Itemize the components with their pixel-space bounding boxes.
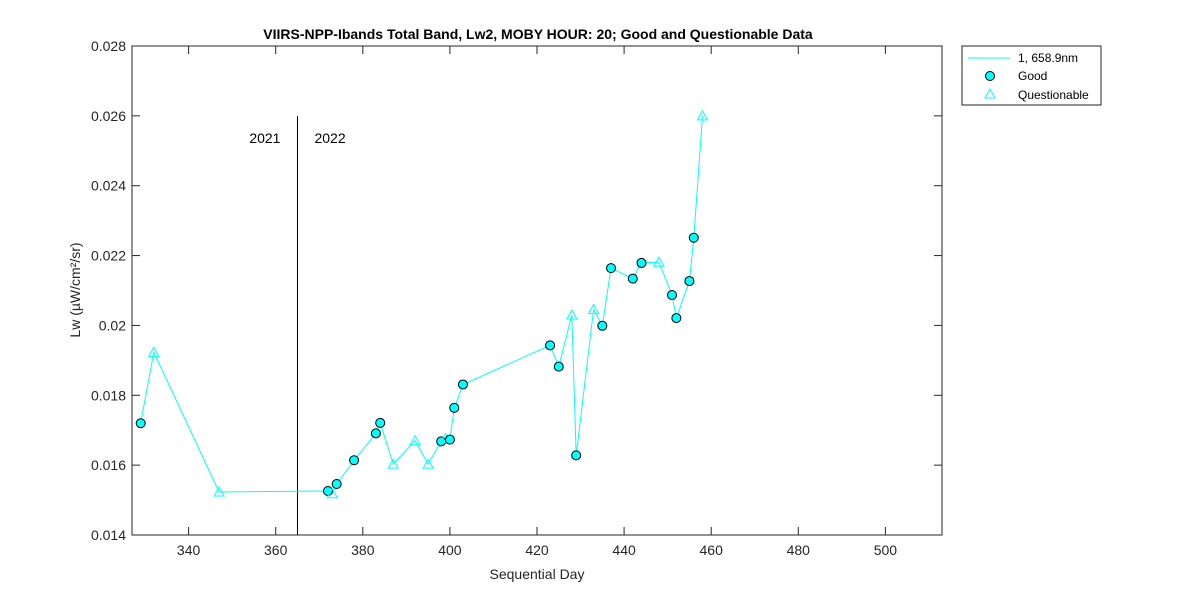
good-data-point — [667, 290, 677, 301]
good-data-point — [627, 273, 638, 284]
good-data-point — [597, 320, 608, 331]
x-tick-label: 420 — [525, 542, 549, 558]
x-tick-label: 380 — [351, 542, 375, 558]
good-data-point — [135, 418, 146, 429]
good-data-point — [349, 455, 360, 466]
x-tick-label: 400 — [438, 542, 462, 558]
good-data-point — [370, 428, 381, 439]
y-tick-label: 0.02 — [99, 317, 126, 333]
y-axis-ticks: 0.014 0.016 0.018 0.02 0.022 0.024 0.026 0.028 — [91, 38, 942, 543]
y-tick-label: 0.026 — [91, 108, 126, 124]
year-label-2021: 2021 — [249, 130, 280, 146]
good-data-point — [571, 450, 582, 461]
y-tick-label: 0.028 — [91, 38, 126, 54]
x-tick-label: 440 — [612, 542, 636, 558]
legend-label-questionable: Questionable — [1018, 88, 1089, 102]
legend: 1, 658.9nm Good Questionable — [961, 45, 1102, 106]
x-axis-ticks: 340 360 380 400 420 440 460 480 500 — [177, 46, 897, 558]
questionable-data-point — [422, 458, 434, 469]
questionable-data-point — [653, 256, 665, 267]
y-axis-label: Lw (µW/cm²/sr) — [67, 242, 83, 337]
questionable-data-point — [147, 346, 160, 357]
x-tick-label: 460 — [700, 542, 724, 558]
x-tick-label: 340 — [177, 542, 201, 558]
plot-area — [131, 45, 943, 536]
questionable-data-point — [326, 487, 339, 499]
legend-box — [961, 45, 1102, 106]
good-data-point — [444, 434, 455, 445]
good-data-point — [606, 263, 617, 274]
good-data-point — [636, 257, 647, 268]
good-data-point — [457, 379, 468, 390]
good-data-point — [688, 232, 699, 243]
x-tick-label: 480 — [787, 542, 811, 558]
questionable-data-point — [587, 303, 600, 314]
questionable-data-point — [696, 109, 709, 121]
questionable-data-point — [409, 434, 421, 446]
x-tick-label: 360 — [264, 542, 288, 558]
chart-title: VIIRS-NPP-Ibands Total Band, Lw2, MOBY H… — [263, 26, 813, 42]
good-data-point — [331, 479, 342, 490]
legend-label-series: 1, 658.9nm — [1018, 51, 1078, 65]
good-data-point — [545, 340, 556, 351]
year-label-2022: 2022 — [314, 130, 345, 146]
x-tick-label: 500 — [874, 542, 898, 558]
y-tick-label: 0.022 — [91, 248, 126, 264]
questionable-data-point — [565, 308, 578, 320]
y-tick-label: 0.016 — [91, 457, 126, 473]
y-tick-label: 0.014 — [91, 527, 126, 543]
good-data-point — [684, 276, 695, 287]
good-data-point — [449, 402, 460, 413]
good-data-point — [375, 417, 386, 428]
x-axis-label: Sequential Day — [490, 566, 585, 582]
legend-questionable-marker-icon — [984, 87, 996, 99]
legend-label-good: Good — [1018, 69, 1047, 83]
legend-good-marker-icon — [985, 71, 995, 81]
good-data-point — [671, 313, 682, 324]
y-tick-label: 0.018 — [91, 387, 126, 403]
series-markers — [135, 109, 709, 499]
y-tick-label: 0.024 — [91, 178, 126, 194]
questionable-data-point — [387, 458, 400, 469]
good-data-point — [553, 361, 564, 372]
questionable-data-point — [213, 486, 225, 497]
